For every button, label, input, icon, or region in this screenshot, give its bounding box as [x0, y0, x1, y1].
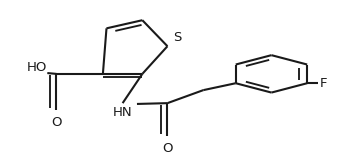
- Text: HN: HN: [113, 106, 132, 119]
- Text: S: S: [173, 31, 181, 44]
- Text: HO: HO: [27, 61, 47, 74]
- Text: O: O: [51, 116, 62, 129]
- Text: O: O: [162, 142, 173, 155]
- Text: F: F: [320, 77, 327, 90]
